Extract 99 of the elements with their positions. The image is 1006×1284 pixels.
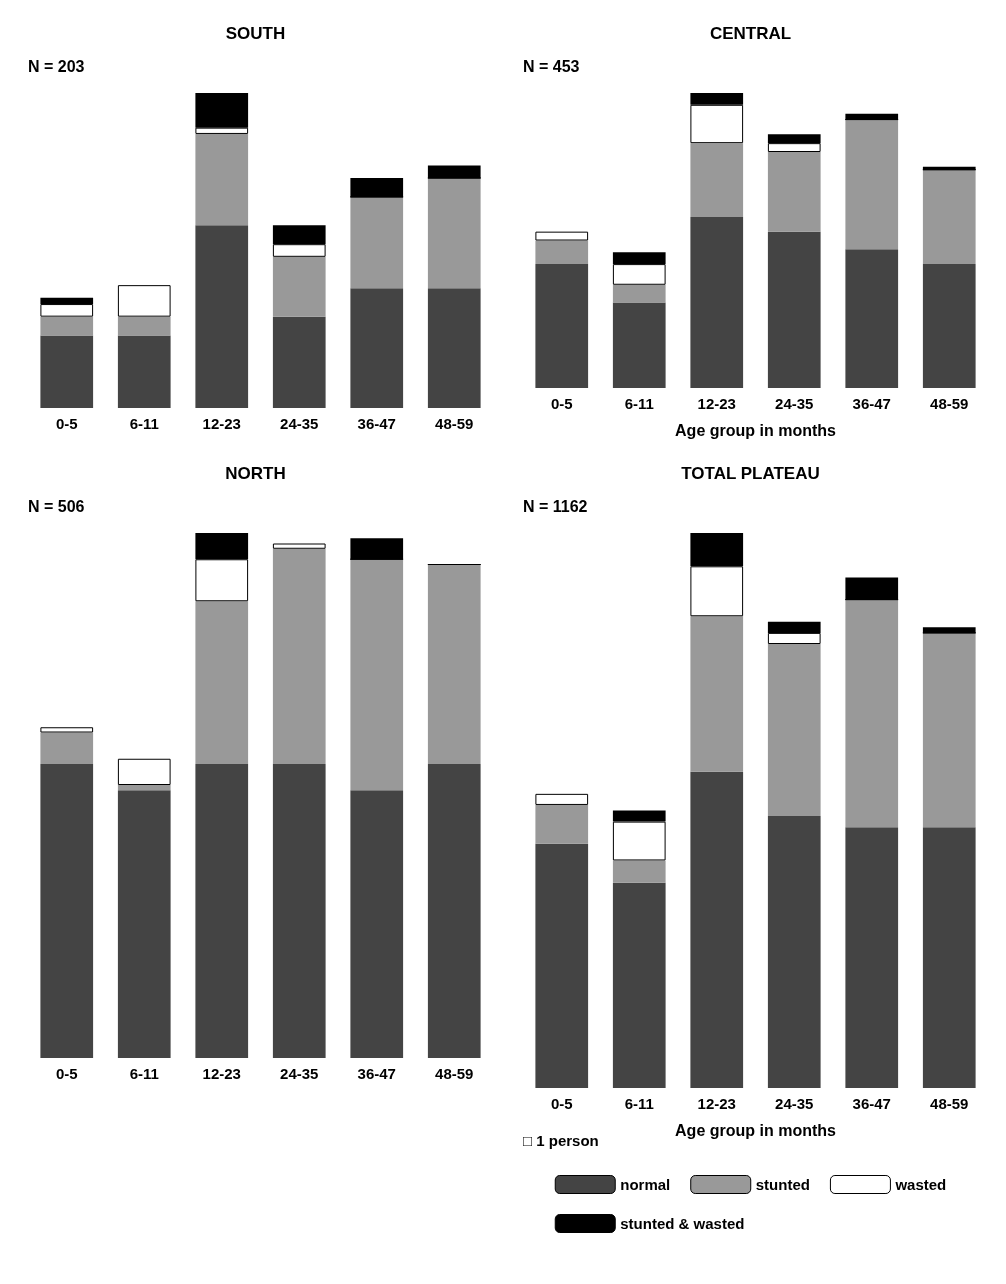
bar [690,616,744,772]
bar [845,577,899,600]
bar [117,758,171,785]
bar [350,288,404,408]
bar [195,133,249,226]
bar [427,165,481,179]
bar [195,601,249,764]
legend-label: normal [620,1176,671,1193]
legend-label: stunted [755,1176,810,1193]
bar [690,771,744,1088]
bar [40,335,94,408]
x-axis-title: Age group in months [675,1121,837,1139]
legend-label: stunted & wasted [620,1215,745,1232]
text: N = 506 [28,497,85,515]
chart-title: SOUTH [225,24,286,43]
bar [427,764,481,1058]
bar [535,804,589,844]
x-tick-label: 0-5 [55,415,78,432]
x-tick-label: 12-23 [697,1095,736,1112]
bar [922,827,976,1088]
bar [117,316,171,336]
x-tick-label: 24-35 [280,1065,319,1082]
bar [272,256,326,317]
bar [117,285,171,317]
bar [40,727,94,733]
bar [845,113,899,120]
text: N = 1162 [523,497,588,515]
x-tick-label: 12-23 [202,415,241,432]
bar [272,764,326,1058]
bar [612,860,666,883]
bar [612,882,666,1088]
bar [350,538,404,560]
x-tick-label: 24-35 [775,395,814,412]
text: N = 453 [523,57,580,75]
bar [535,240,589,265]
bar [612,302,666,388]
x-tick-label: 48-59 [930,395,969,412]
bar [535,843,589,1088]
x-tick-label: 6-11 [129,1065,159,1082]
bar [922,632,976,828]
bar [845,119,899,250]
bar [922,627,976,633]
bar [350,196,404,289]
bar [427,564,481,764]
chart-title: NORTH [225,464,286,483]
x-tick-label: 36-47 [357,415,396,432]
bar [40,732,94,764]
bar [922,264,976,388]
x-tick-label: 0-5 [55,1065,78,1082]
text: □ 1 person [523,1132,599,1149]
bar [427,288,481,408]
bar [690,216,744,388]
bar [195,764,249,1058]
bar [535,793,589,805]
x-tick-label: 6-11 [624,1095,654,1112]
x-axis-title: Age group in months [675,421,837,439]
chart-title: CENTRAL [709,24,792,43]
bar [612,284,666,303]
bar [272,543,326,549]
bar [117,335,171,408]
x-tick-label: 36-47 [852,1095,891,1112]
bar [845,249,899,388]
bar [350,178,404,197]
bar [272,316,326,408]
text: N = 203 [28,57,85,75]
x-tick-label: 48-59 [435,1065,474,1082]
bar [195,225,249,408]
x-tick-label: 24-35 [775,1095,814,1112]
bar [40,764,94,1058]
x-tick-label: 12-23 [697,395,736,412]
x-tick-label: 0-5 [550,1095,573,1112]
bar [117,785,171,791]
bar [767,816,821,1088]
bar [767,231,821,388]
bar [272,548,326,764]
bar [535,264,589,388]
bar [845,827,899,1088]
legend-label: wasted [894,1176,947,1193]
x-tick-label: 0-5 [550,395,573,412]
x-tick-label: 12-23 [202,1065,241,1082]
bar [922,169,976,265]
bar [350,559,404,791]
bar [845,599,899,828]
bar [767,152,821,232]
x-tick-label: 36-47 [357,1065,396,1082]
bar [767,644,821,817]
x-tick-label: 24-35 [280,415,319,432]
bar [117,790,171,1058]
bar [40,316,94,336]
bar [535,231,589,241]
bar [690,143,744,217]
x-tick-label: 48-59 [435,415,474,432]
x-tick-label: 6-11 [624,395,654,412]
x-tick-label: 6-11 [129,415,159,432]
x-tick-label: 48-59 [930,1095,969,1112]
x-tick-label: 36-47 [852,395,891,412]
bar [427,178,481,289]
bar [350,790,404,1058]
chart-title: TOTAL PLATEAU [681,464,820,483]
